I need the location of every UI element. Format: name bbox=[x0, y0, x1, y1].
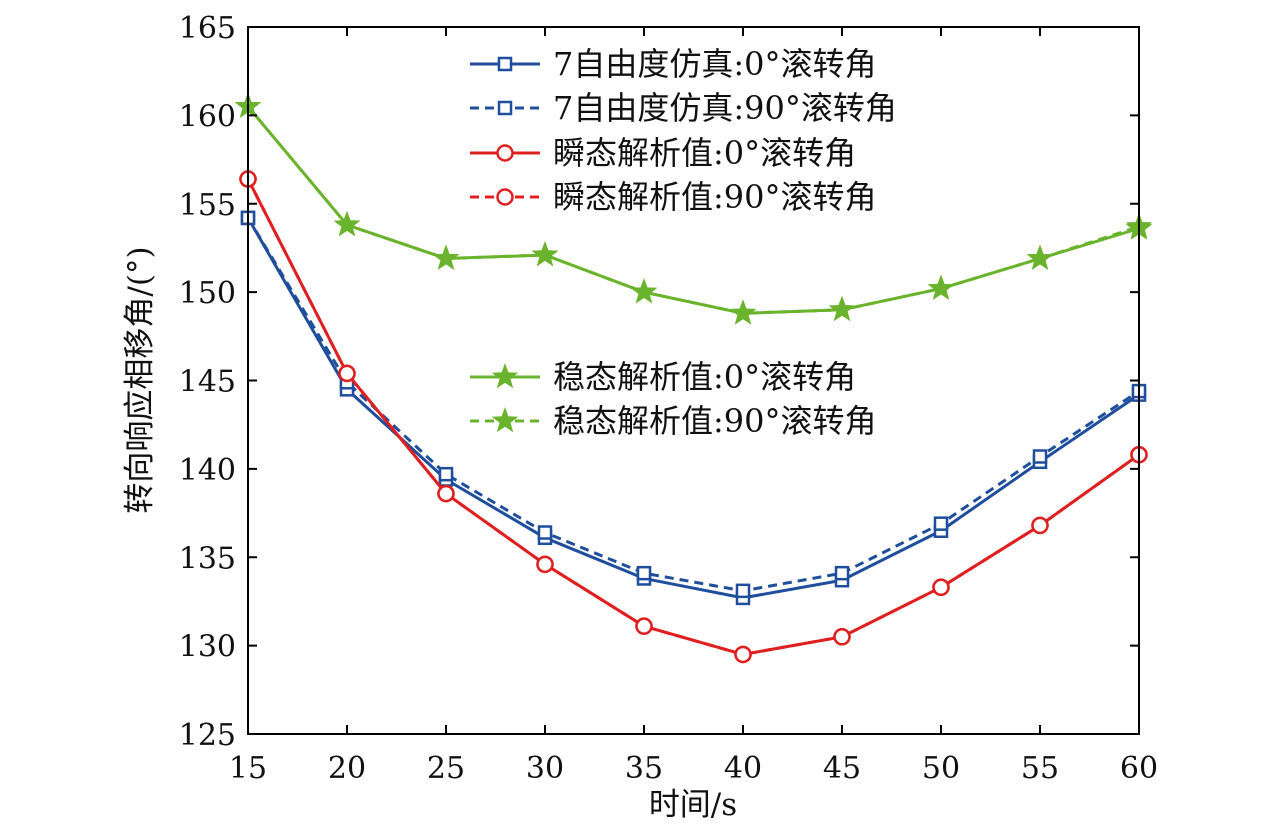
series-3 bbox=[239, 170, 1148, 664]
data-point bbox=[537, 525, 553, 540]
legend-label: 7自由度仿真:90°滚转角 bbox=[553, 89, 897, 127]
series-line bbox=[246, 105, 1140, 315]
y-tick-label: 155 bbox=[179, 188, 236, 223]
x-tick-label: 25 bbox=[427, 751, 465, 786]
series-1 bbox=[240, 210, 1147, 599]
data-point bbox=[536, 555, 554, 574]
legend-marker bbox=[497, 100, 513, 116]
data-point bbox=[438, 466, 454, 482]
legend-marker bbox=[491, 363, 519, 389]
series-layer bbox=[234, 92, 1153, 664]
data-point bbox=[833, 628, 851, 646]
legend-marker bbox=[497, 56, 513, 72]
x-axis-title: 时间/s bbox=[649, 787, 737, 823]
data-point bbox=[1032, 449, 1048, 464]
y-tick-label: 125 bbox=[179, 718, 236, 753]
legend-label: 稳态解析值:90°滚转角 bbox=[553, 402, 877, 440]
x-tick-label: 35 bbox=[625, 751, 663, 786]
legend: 7自由度仿真:0°滚转角 7自由度仿真:90°滚转角瞬态解析值:0°滚转角瞬态解析… bbox=[470, 45, 897, 440]
legend-marker bbox=[496, 144, 514, 162]
legend-label: 7自由度仿真:0°滚转角 bbox=[553, 45, 877, 83]
x-tick-label: 45 bbox=[823, 751, 861, 786]
x-tick-labels: 15 20 25 30 35 40 45 50 55 60 bbox=[229, 751, 1158, 786]
y-tick-label: 150 bbox=[179, 276, 236, 311]
legend-item: 稳态解析值:0°滚转角 bbox=[470, 358, 856, 396]
data-point bbox=[828, 295, 856, 322]
legend-item: 瞬态解析值:90°滚转角 bbox=[470, 178, 877, 216]
data-point bbox=[636, 565, 652, 581]
data-point bbox=[729, 299, 757, 325]
y-tick-label: 160 bbox=[179, 99, 236, 134]
data-point bbox=[1031, 516, 1049, 535]
data-point bbox=[735, 583, 751, 599]
legend-item: 稳态解析值:90°滚转角 bbox=[470, 402, 877, 440]
x-tick-label: 15 bbox=[229, 751, 267, 786]
data-point bbox=[333, 211, 361, 237]
legend-item: 瞬态解析值:0°滚转角 bbox=[470, 134, 856, 172]
legend-label: 瞬态解析值:0°滚转角 bbox=[553, 134, 856, 172]
data-point bbox=[933, 516, 949, 531]
x-tick-label: 20 bbox=[328, 751, 366, 786]
ticks-layer bbox=[247, 26, 1140, 735]
y-axis-title: 转向响应相移角/(°) bbox=[122, 246, 158, 513]
data-point bbox=[927, 274, 955, 300]
legend-label: 稳态解析值:0°滚转角 bbox=[553, 358, 856, 396]
series-line bbox=[246, 217, 1140, 593]
y-tick-label: 145 bbox=[179, 365, 236, 400]
legend-marker bbox=[491, 407, 519, 433]
legend-marker bbox=[496, 188, 514, 206]
y-tick-label: 130 bbox=[179, 630, 236, 665]
y-tick-label: 140 bbox=[179, 453, 236, 488]
legend-item: 7自由度仿真:90°滚转角 bbox=[470, 89, 897, 127]
data-point bbox=[338, 364, 356, 383]
data-point bbox=[1026, 244, 1054, 270]
x-tick-label: 55 bbox=[1021, 751, 1059, 786]
data-point bbox=[432, 244, 460, 270]
x-tick-label: 30 bbox=[526, 751, 564, 786]
data-point bbox=[834, 565, 850, 581]
data-point bbox=[437, 484, 455, 503]
y-tick-label: 165 bbox=[179, 11, 236, 46]
legend-label: 瞬态解析值:90°滚转角 bbox=[553, 178, 877, 216]
data-point bbox=[734, 645, 752, 664]
series-line bbox=[246, 178, 1140, 656]
data-point bbox=[635, 617, 653, 635]
data-point bbox=[531, 241, 559, 267]
legend-item: 7自由度仿真:0°滚转角 bbox=[470, 45, 877, 83]
y-tick-label: 135 bbox=[179, 541, 236, 576]
series-5 bbox=[234, 92, 1153, 325]
data-point bbox=[630, 278, 658, 304]
y-tick-labels: 125 130 135 140 145 150 155 160 165 bbox=[179, 11, 236, 753]
data-point bbox=[932, 578, 950, 597]
x-tick-label: 50 bbox=[922, 751, 960, 786]
x-tick-label: 40 bbox=[724, 751, 762, 786]
x-tick-label: 60 bbox=[1120, 751, 1158, 786]
